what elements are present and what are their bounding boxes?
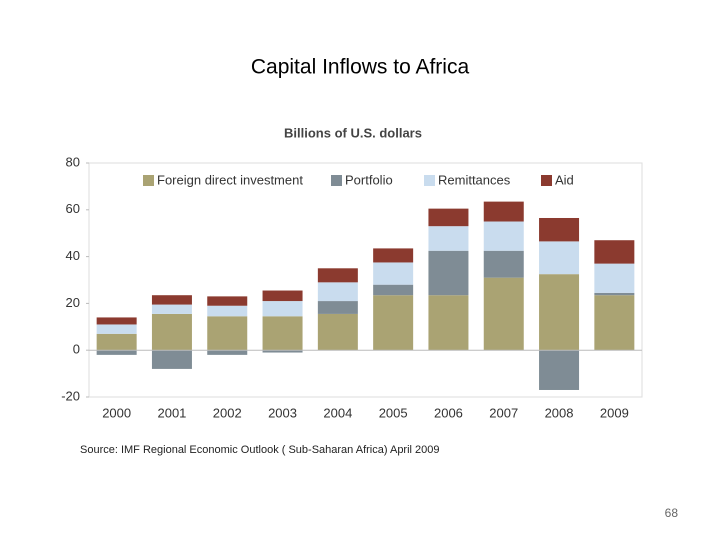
- bar-segment: [207, 350, 248, 355]
- x-tick-label: 2004: [323, 405, 352, 420]
- bar-segment: [428, 250, 469, 296]
- bar-segment: [151, 304, 192, 314]
- x-tick-label: 2002: [213, 405, 242, 420]
- y-tick-label: 60: [66, 201, 80, 216]
- y-tick-label: 80: [66, 154, 80, 169]
- bar-segment: [262, 316, 303, 351]
- bar-segment: [539, 274, 580, 351]
- x-tick-label: 2008: [545, 405, 574, 420]
- legend-swatch: [424, 175, 435, 186]
- legend-swatch: [143, 175, 154, 186]
- bar-segment: [428, 226, 469, 251]
- slide-title: Capital Inflows to Africa: [251, 56, 470, 79]
- bar-segment: [317, 282, 358, 302]
- source-note: Source: IMF Regional Economic Outlook ( …: [80, 444, 440, 456]
- y-tick-label: 0: [73, 342, 80, 357]
- bar-segment: [373, 262, 414, 285]
- bar-segment: [594, 292, 635, 296]
- bar-segment: [262, 350, 303, 353]
- legend-label: Aid: [555, 172, 574, 187]
- bar-segment: [373, 248, 414, 263]
- x-tick-label: 2007: [489, 405, 518, 420]
- legend-label: Portfolio: [345, 172, 393, 187]
- legend-label: Remittances: [438, 172, 511, 187]
- bar-segment: [539, 241, 580, 275]
- x-tick-label: 2005: [379, 405, 408, 420]
- plot-frame: [88, 162, 643, 398]
- x-tick-label: 2001: [157, 405, 186, 420]
- y-tick-label: 40: [66, 248, 80, 263]
- bar-segment: [207, 316, 248, 351]
- y-tick-label: -20: [61, 388, 80, 403]
- bar-segment: [539, 350, 580, 390]
- bar-segment: [539, 217, 580, 242]
- bar-segment: [428, 208, 469, 227]
- bar-segment: [96, 324, 137, 334]
- bar-segment: [594, 263, 635, 293]
- bar-segment: [96, 350, 137, 355]
- bar-segment: [483, 221, 524, 251]
- x-tick-label: 2003: [268, 405, 297, 420]
- bar-segment: [207, 305, 248, 317]
- bar-segment: [483, 250, 524, 278]
- bar-segment: [151, 295, 192, 305]
- bar-segment: [317, 301, 358, 314]
- y-tick-label: 20: [66, 295, 80, 310]
- bar-segment: [317, 313, 358, 351]
- x-tick-label: 2000: [102, 405, 131, 420]
- legend-label: Foreign direct investment: [157, 172, 303, 187]
- bar-segment: [262, 301, 303, 317]
- bar-segment: [207, 296, 248, 306]
- x-tick-label: 2006: [434, 405, 463, 420]
- bar-segment: [96, 333, 137, 351]
- bar-segment: [373, 284, 414, 296]
- chart-subtitle: Billions of U.S. dollars: [284, 125, 422, 140]
- bar-segment: [96, 317, 137, 325]
- bar-segment: [483, 277, 524, 351]
- bar-segment: [262, 290, 303, 302]
- bar-segment: [317, 268, 358, 283]
- bar-segment: [483, 201, 524, 222]
- legend-swatch: [541, 175, 552, 186]
- bar-segment: [151, 350, 192, 369]
- bar-segment: [373, 295, 414, 351]
- bar-segment: [594, 295, 635, 351]
- bar-segment: [594, 240, 635, 264]
- x-tick-label: 2009: [600, 405, 629, 420]
- bar-segment: [151, 313, 192, 351]
- bar-segment: [428, 295, 469, 351]
- legend-swatch: [331, 175, 342, 186]
- page-number: 68: [665, 506, 679, 520]
